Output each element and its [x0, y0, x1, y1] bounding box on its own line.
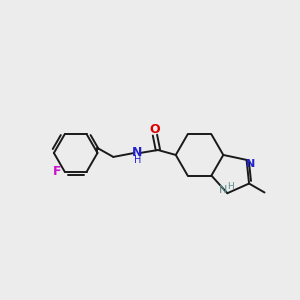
Text: N: N: [246, 159, 255, 169]
Text: N: N: [132, 146, 142, 160]
Text: H: H: [227, 182, 234, 191]
Text: F: F: [53, 165, 62, 178]
Text: O: O: [150, 123, 160, 136]
Text: N: N: [219, 185, 228, 195]
Text: H: H: [134, 155, 142, 165]
